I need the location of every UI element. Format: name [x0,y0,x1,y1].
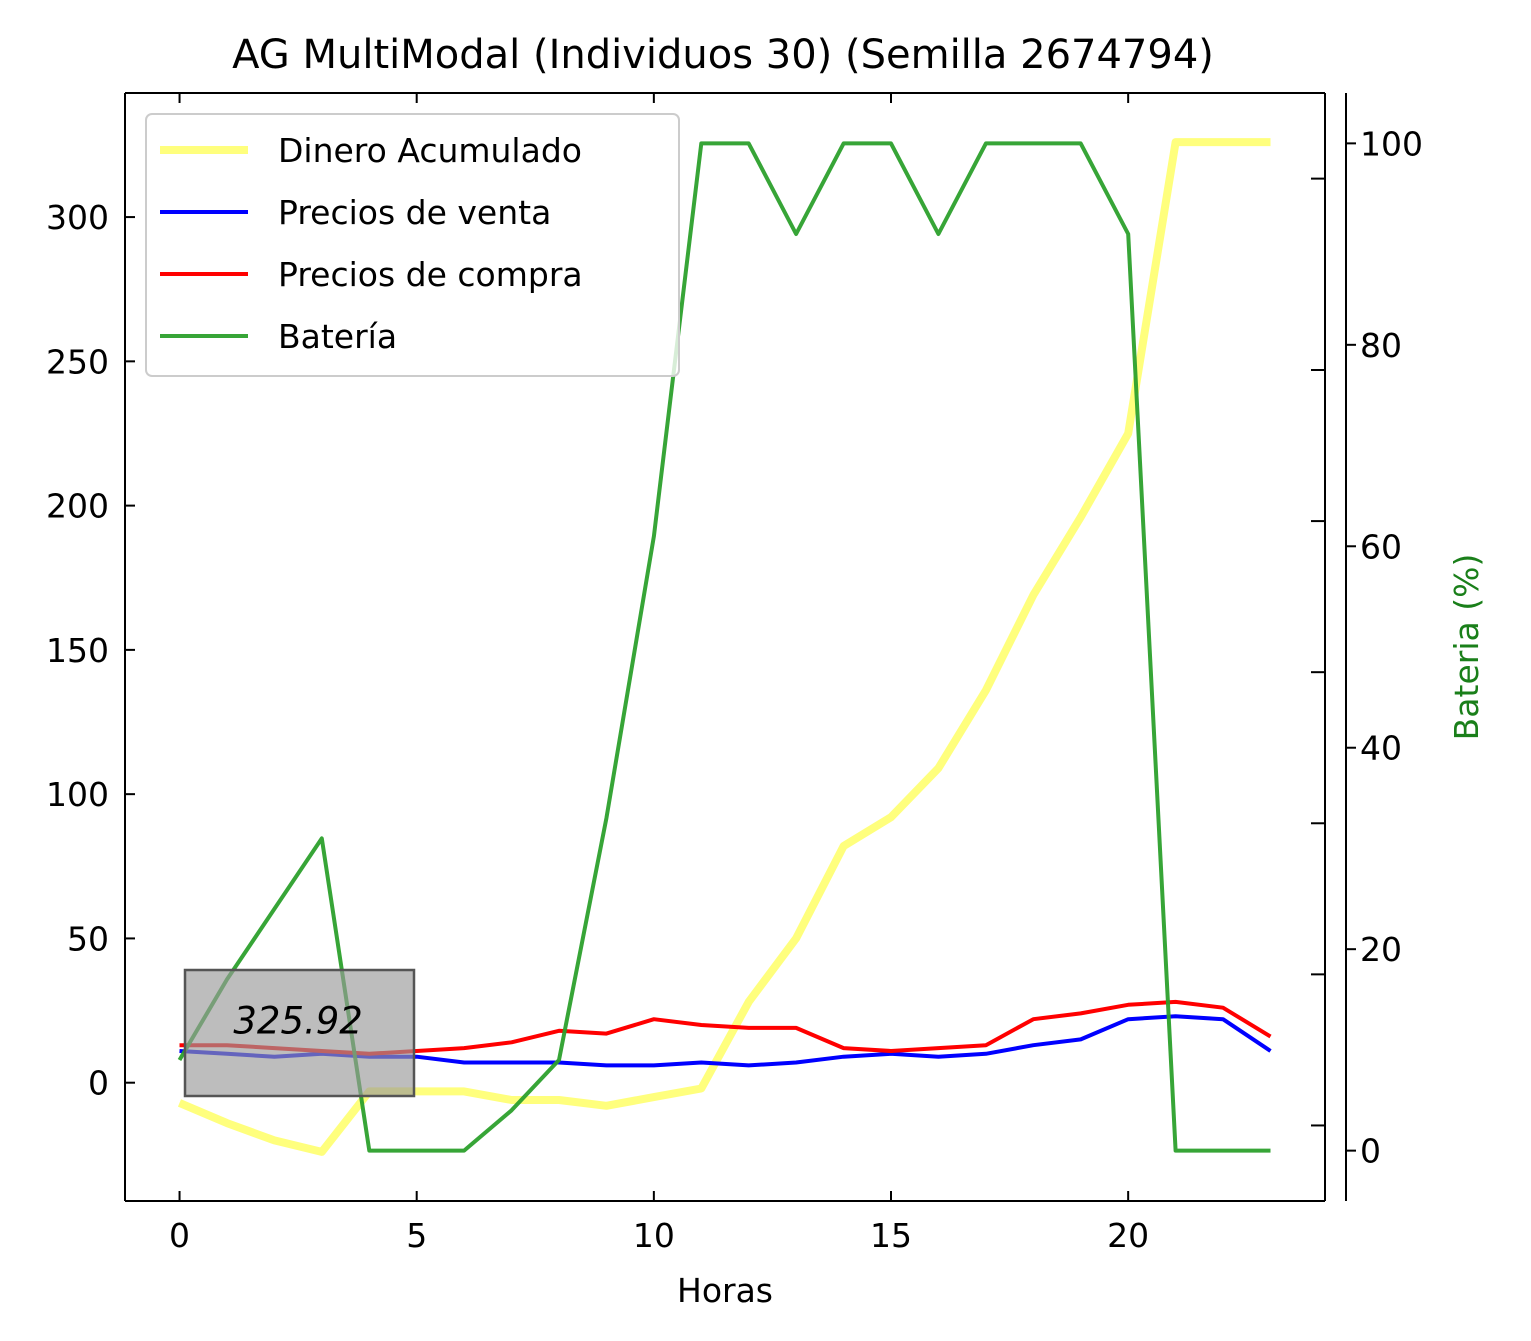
legend-label-0: Dinero Acumulado [278,131,582,170]
annotation-text: 325.92 [233,1000,362,1043]
x-tick-label: 10 [633,1216,675,1255]
y2-tick-label: 40 [1360,729,1402,768]
y2-axis-label: Bateria (%) [1447,554,1486,741]
y2-tick-label: 60 [1360,527,1402,566]
annotation-box [183,968,416,1098]
series-line-3 [177,141,1271,1153]
axes-frame [124,92,1347,1202]
y-tick-label: 100 [46,775,109,814]
legend-label-2: Precios de compra [278,255,583,294]
y2-tick-label: 80 [1360,326,1402,365]
x-tick-label: 0 [169,1216,190,1255]
y-tick-label: 250 [46,342,109,381]
legend-label-1: Precios de venta [278,193,551,232]
y-tick-label: 200 [46,487,109,526]
y2-tick-label: 0 [1360,1132,1381,1171]
y2-tick-label: 20 [1360,930,1402,969]
y-tick-label: 150 [46,631,109,670]
y-tick-label: 0 [88,1064,109,1103]
legend-label-3: Batería [278,317,397,356]
y-tick-label: 300 [46,198,109,237]
x-tick-label: 20 [1107,1216,1149,1255]
legend-frame [145,113,680,377]
x-axis-label: Horas [677,1271,773,1310]
x-tick-label: 15 [870,1216,912,1255]
y2-tick-label: 100 [1360,124,1423,163]
x-tick-label: 5 [406,1216,427,1255]
legend: Dinero Acumulado Precios de venta Precios … [145,113,680,377]
chart-title: AG MultiModal (Individuos 30) (Semilla 2… [232,32,1214,78]
y-tick-label: 50 [67,919,109,958]
